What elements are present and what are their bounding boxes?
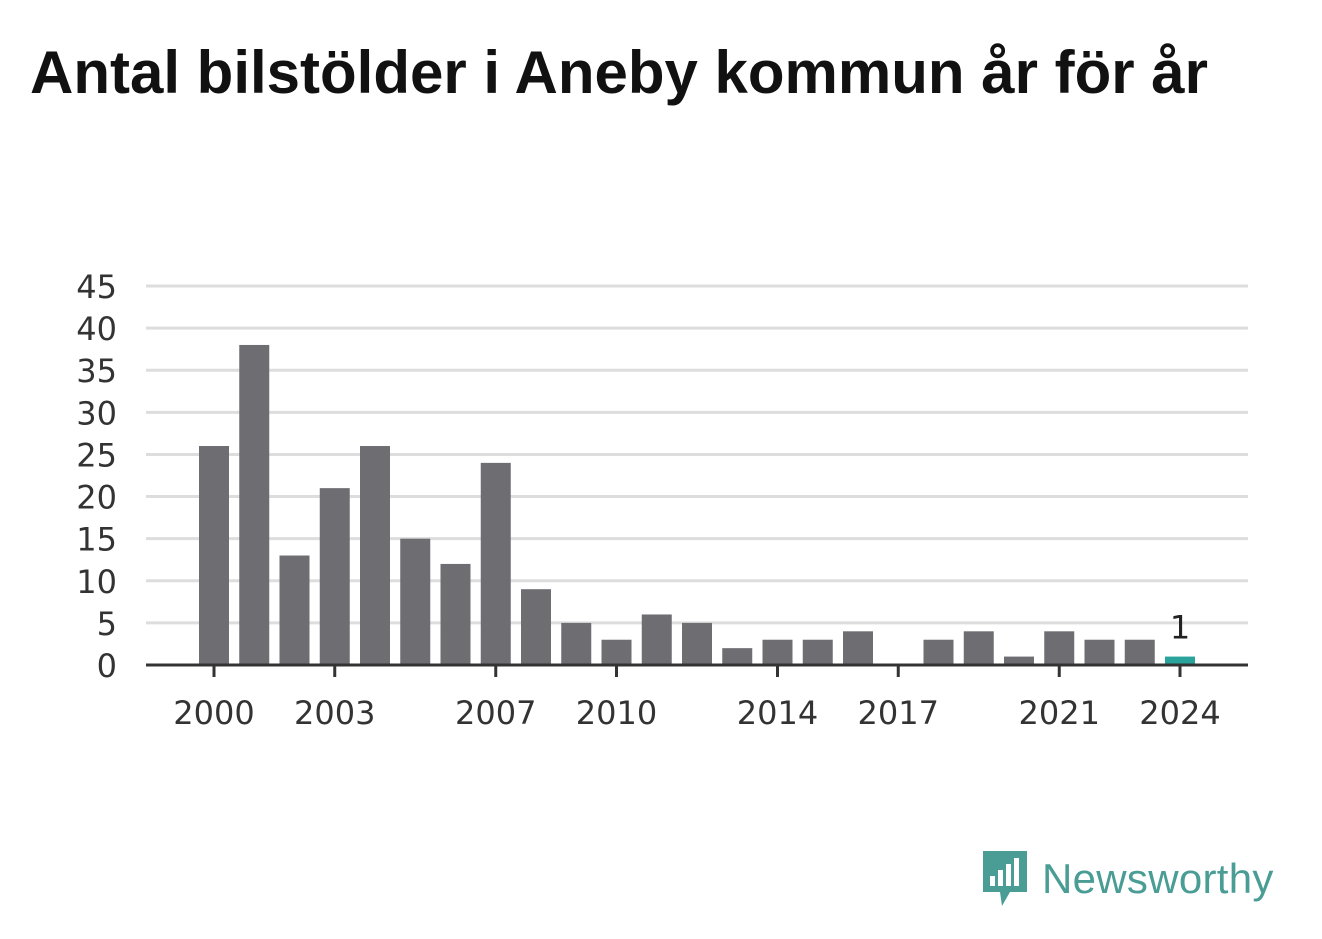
bar-2016 bbox=[843, 631, 873, 665]
bar-2002 bbox=[279, 555, 310, 665]
bar-2001 bbox=[239, 344, 270, 665]
bar-2014 bbox=[762, 639, 793, 665]
brand-name: Newsworthy bbox=[1042, 855, 1274, 902]
grid-lines bbox=[146, 284, 1248, 625]
y-tick-label: 25 bbox=[76, 436, 117, 474]
data-labels: 1 bbox=[1170, 609, 1190, 647]
y-tick-label: 5 bbox=[97, 605, 117, 643]
bar-2007 bbox=[480, 462, 511, 665]
y-tick-label: 10 bbox=[76, 563, 117, 601]
x-axis-ticks: 2000 2003 2007 2010 2014 2017 2021 2024 bbox=[173, 665, 1221, 732]
bar-2020 bbox=[1004, 656, 1034, 665]
bar-2010 bbox=[601, 639, 632, 665]
x-tick-label: 2017 bbox=[858, 694, 939, 732]
bar-2021 bbox=[1044, 631, 1075, 665]
bar-2012 bbox=[682, 622, 712, 665]
bar-2004 bbox=[360, 446, 390, 665]
bar-2022 bbox=[1084, 639, 1115, 665]
x-tick-label: 2014 bbox=[737, 694, 818, 732]
x-tick-label: 2000 bbox=[173, 694, 254, 732]
bar-2015 bbox=[802, 639, 833, 665]
bar-2013 bbox=[722, 648, 753, 665]
bar-2024 bbox=[1165, 656, 1195, 665]
x-tick-label: 2010 bbox=[576, 694, 657, 732]
bar-2000 bbox=[199, 446, 229, 665]
bar-2006 bbox=[440, 563, 471, 665]
x-tick-label: 2024 bbox=[1139, 694, 1220, 732]
y-tick-label: 35 bbox=[76, 352, 117, 390]
y-tick-label: 20 bbox=[76, 479, 117, 517]
y-tick-label: 40 bbox=[76, 310, 117, 348]
bar-2009 bbox=[561, 622, 592, 665]
chart-title: Antal bilstölder i Aneby kommun år för å… bbox=[30, 39, 1208, 106]
brand-logo: Newsworthy bbox=[980, 848, 1274, 910]
y-tick-label: 0 bbox=[97, 647, 117, 685]
x-tick-label: 2021 bbox=[1019, 694, 1100, 732]
x-tick-label: 2003 bbox=[294, 694, 375, 732]
bar-2005 bbox=[400, 538, 431, 665]
y-tick-label: 45 bbox=[76, 268, 117, 306]
newsworthy-logo-icon bbox=[983, 851, 1027, 906]
bar-2018 bbox=[923, 639, 954, 665]
bars bbox=[199, 344, 1195, 665]
y-tick-label: 30 bbox=[76, 394, 117, 432]
bar-2003 bbox=[319, 488, 350, 665]
bar-2008 bbox=[521, 589, 551, 665]
bar-2019 bbox=[963, 631, 994, 665]
data-label-highlight: 1 bbox=[1170, 609, 1190, 647]
x-tick-label: 2007 bbox=[455, 694, 536, 732]
bar-2011 bbox=[641, 614, 672, 665]
bar-2023 bbox=[1124, 639, 1155, 665]
y-axis-ticks: 0 5 10 15 20 25 30 35 40 45 bbox=[76, 268, 117, 685]
y-tick-label: 15 bbox=[76, 521, 117, 559]
